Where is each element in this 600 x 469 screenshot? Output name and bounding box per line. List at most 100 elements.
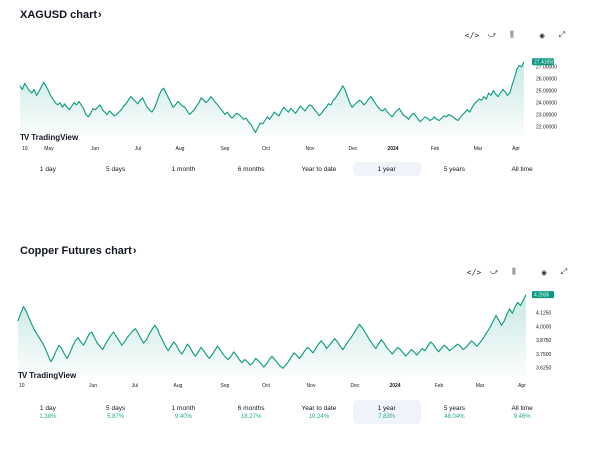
x-axis-label: Jun (91, 146, 99, 152)
x-axis-label: Apr (518, 383, 526, 389)
y-axis-tick-label: 3.8750 (536, 338, 552, 344)
range-label: 5 days (106, 165, 126, 173)
range-label: 1 year (377, 404, 396, 412)
camera-icon[interactable]: ◉ (541, 267, 547, 277)
time-range-selector: 1 day 5 days 1 month 6 months Year to date 1 … (14, 162, 556, 176)
compare-chart-icon[interactable]: ⤻ (487, 30, 497, 39)
fullscreen-icon[interactable]: ⤢ (558, 30, 566, 39)
y-axis-tick-label: 3.7500 (536, 352, 552, 358)
x-axis-label: 10 (19, 383, 25, 389)
last-price-value: 4.2935 (534, 292, 550, 298)
embed-code-icon[interactable]: </> (464, 30, 480, 40)
compare-chart-icon[interactable]: ⤻ (489, 267, 499, 276)
range-label: 6 months (237, 165, 265, 173)
x-axis-label: Oct (262, 383, 270, 389)
tradingview-logo[interactable]: TV TradingView (18, 371, 76, 380)
tradingview-mark-icon: TV (20, 133, 29, 142)
range-label: 5 years (443, 404, 466, 412)
tradingview-logo-text: TradingView (29, 371, 77, 380)
toolbar-spacer (526, 264, 532, 280)
copper-futures-chart-widget: Copper Futures chart› </> ⤻ ⫼ ◉ ⤢ 10 Jun J… (0, 238, 600, 469)
range-label: 1 month (171, 165, 196, 173)
range-button[interactable]: 1 day 1.38% (14, 400, 82, 424)
indicators-icon[interactable]: ⫼ (510, 30, 514, 39)
range-label: All time (511, 404, 533, 412)
price-line (19, 61, 525, 133)
x-axis-label: Oct (262, 146, 270, 152)
embed-code-icon[interactable]: </> (466, 267, 482, 277)
x-axis-label: Nov (306, 146, 315, 152)
range-button[interactable]: 6 months (217, 162, 285, 176)
range-button[interactable]: 1 year 7.83% (352, 400, 421, 424)
x-axis-label: Feb (435, 383, 444, 389)
x-axis-label: Jun (89, 383, 97, 389)
range-button[interactable]: 1 month 9.40% (150, 400, 218, 424)
x-axis-label: Feb (431, 146, 440, 152)
range-label: 5 days (106, 404, 126, 412)
range-change-value: 10.24% (308, 413, 330, 420)
chevron-right-icon: › (98, 9, 102, 21)
fullscreen-icon[interactable]: ⤢ (560, 267, 568, 276)
range-button[interactable]: All time (488, 162, 556, 176)
range-button[interactable]: 5 years (421, 162, 489, 176)
x-axis-label: 10 (22, 146, 28, 152)
range-label: All time (511, 165, 533, 173)
range-button[interactable]: Year to date (285, 162, 353, 176)
x-axis-label: Sep (221, 146, 230, 152)
x-axis-label: Aug (174, 383, 183, 389)
range-button[interactable]: Year to date 10.24% (285, 400, 353, 424)
y-axis-tick-label: 4.0000 (536, 325, 552, 331)
range-label: 6 months (237, 404, 265, 412)
chevron-right-icon: › (132, 245, 137, 257)
indicators-icon[interactable]: ⫼ (512, 267, 516, 276)
chart-title-text: XAGUSD chart (20, 9, 98, 21)
time-range-selector: 1 day 1.38% 5 days 5.87% 1 month 9.40% 6 month… (14, 400, 556, 424)
range-button[interactable]: 5 years 48.04% (421, 400, 489, 424)
tradingview-logo[interactable]: TV TradingView (20, 133, 78, 142)
copper-futures-chart-title-link[interactable]: Copper Futures chart› (20, 245, 137, 257)
range-button[interactable]: 5 days 5.87% (82, 400, 150, 424)
last-price-value: 27.41650 (534, 60, 555, 66)
x-axis-label: 2024 (389, 383, 400, 389)
range-button[interactable]: 1 day (14, 162, 82, 176)
tradingview-logo-text: TradingView (31, 133, 79, 142)
x-axis-label: Sep (221, 383, 230, 389)
y-axis-tick-label: 26.00000 (536, 77, 557, 83)
toolbar-spacer (524, 27, 530, 43)
range-button[interactable]: 5 days (82, 162, 150, 176)
x-axis-label: Aug (176, 146, 185, 152)
xagusd-chart-title-link[interactable]: XAGUSD chart› (20, 9, 102, 21)
y-axis-tick-label: 22.00000 (536, 124, 557, 130)
x-axis-label: Nov (307, 383, 316, 389)
range-label: Year to date (301, 404, 337, 412)
range-change-value: 1.38% (39, 413, 57, 420)
x-axis-label: Jul (132, 383, 138, 389)
y-axis-tick-label: 23.00000 (536, 113, 557, 119)
last-price-badge (532, 58, 554, 66)
y-axis-tick-label: 3.6250 (536, 366, 552, 372)
range-button[interactable]: 6 months 18.27% (217, 400, 285, 424)
range-label: 1 month (171, 404, 196, 412)
camera-icon[interactable]: ◉ (539, 30, 545, 40)
x-axis-label: Apr (512, 146, 520, 152)
x-axis-label: Dec (349, 146, 358, 152)
y-axis-tick-label: 25.00000 (536, 89, 557, 95)
x-axis-label: Dec (351, 383, 360, 389)
range-label: 1 year (377, 165, 396, 173)
price-line (17, 294, 527, 369)
range-label: 5 years (443, 165, 466, 173)
last-price-badge (532, 291, 554, 299)
chart-title-text: Copper Futures chart (20, 245, 132, 257)
range-change-value: 48.04% (444, 413, 465, 420)
range-label: Year to date (301, 165, 337, 173)
range-button[interactable]: 1 year (352, 162, 421, 176)
xagusd-price-chart[interactable]: 10 May Jun Jul Aug Sep Oct Nov Dec 2024 Feb Mar Apr 2… (0, 44, 600, 154)
tradingview-mark-icon: TV (18, 371, 27, 380)
x-axis-label: Mar (474, 146, 483, 152)
range-change-value: 9.40% (174, 413, 192, 420)
y-axis-tick-label: 4.1250 (536, 311, 552, 317)
y-axis-tick-label: 27.00000 (536, 65, 557, 71)
range-button[interactable]: All time 9.46% (488, 400, 556, 424)
range-button[interactable]: 1 month (150, 162, 218, 176)
copper-futures-price-chart[interactable]: 10 Jun Jul Aug Sep Oct Nov Dec 2024 Feb Mar Apr 4.12… (0, 284, 600, 394)
